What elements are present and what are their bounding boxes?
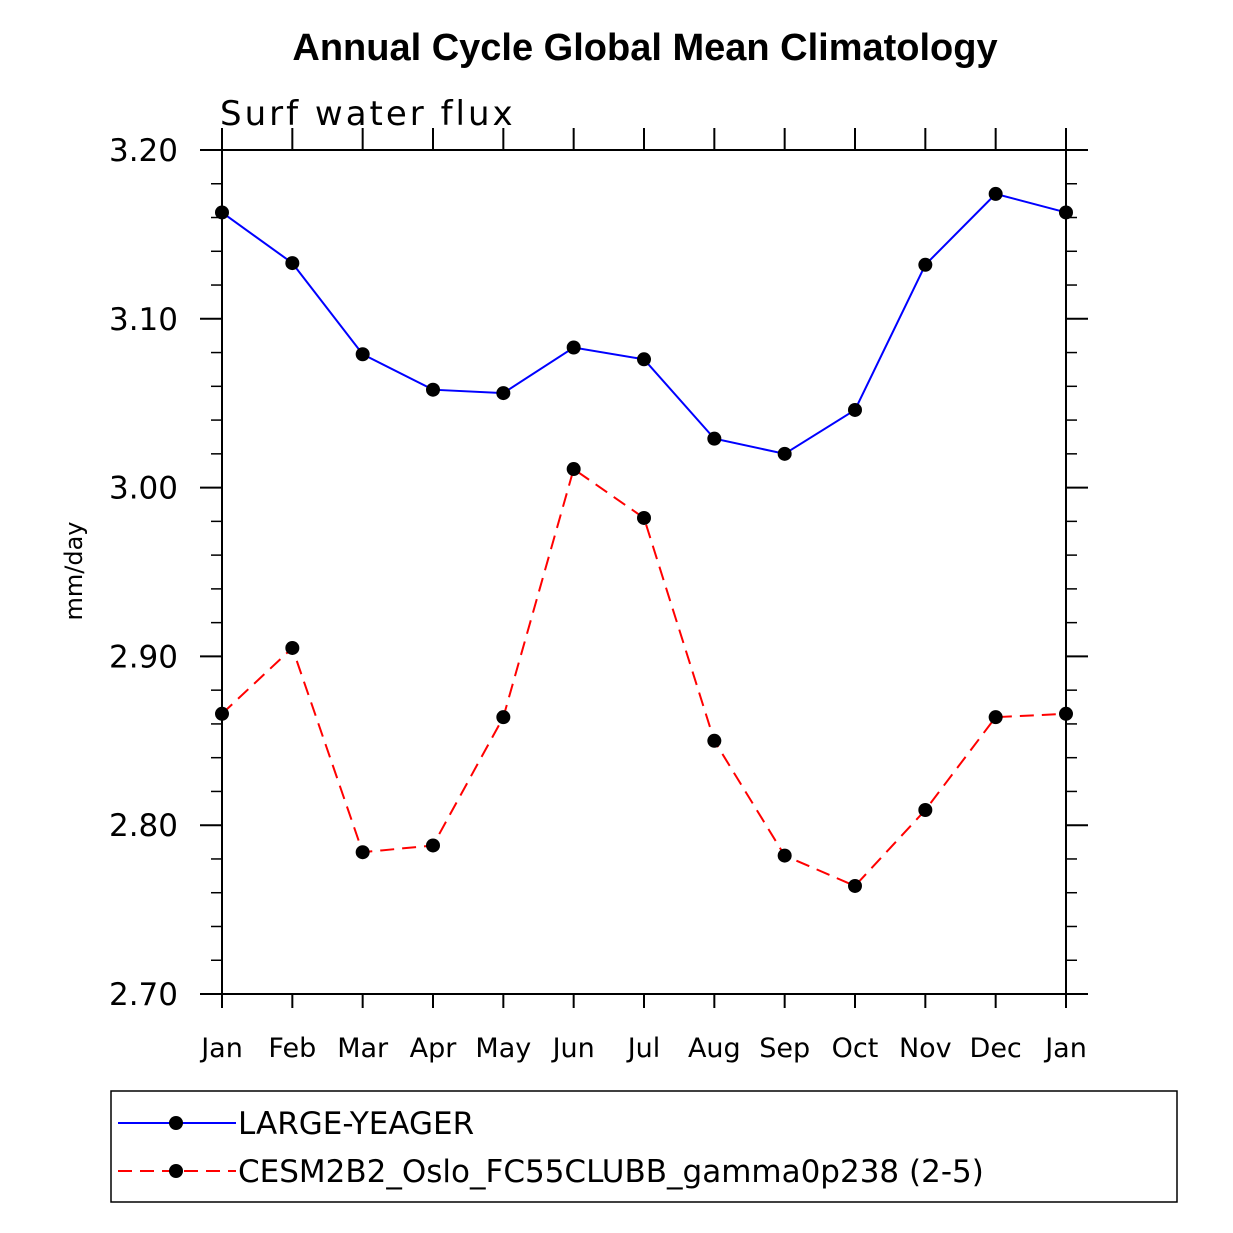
legend-label: LARGE-YEAGER (238, 1106, 474, 1142)
data-point (426, 382, 440, 397)
plot-frame (221, 149, 1067, 995)
y-tick-labels: 3.20 3.10 3.00 2.90 2.80 2.70 (109, 133, 178, 1013)
legend-marker (169, 1164, 183, 1178)
x-tick-labels: Jan Feb Mar Apr May Jun Jul Aug Sep Oct Nov Dec Jan (199, 1033, 1087, 1064)
data-point (355, 845, 370, 860)
x-tick-label: Jan (199, 1033, 243, 1064)
x-tick-label: Nov (899, 1033, 952, 1064)
x-tick-label: Mar (337, 1033, 389, 1064)
data-point (707, 733, 722, 748)
x-tick-label: May (475, 1033, 531, 1064)
series-layer (215, 186, 1073, 893)
data-point (848, 878, 862, 893)
x-tick-label: Sep (759, 1033, 810, 1064)
data-point (777, 446, 792, 461)
y-tick-label: 2.90 (109, 639, 178, 675)
data-point (496, 386, 511, 401)
chart-subtitle: Surf water flux (220, 94, 516, 134)
y-tick-label: 3.10 (109, 302, 178, 338)
data-point (637, 352, 651, 367)
legend-marker (169, 1116, 183, 1130)
legend-items: LARGE-YEAGER CESM2B2_Oslo_FC55CLUBB_gamma… (118, 1106, 984, 1190)
data-point (777, 848, 792, 863)
data-point (566, 340, 581, 355)
data-point (355, 347, 370, 362)
series-line-1 (221, 192, 1067, 455)
data-point (426, 838, 440, 853)
y-tick-label: 3.00 (109, 471, 178, 507)
x-tick-label: Oct (832, 1033, 879, 1064)
data-point (707, 431, 722, 446)
chart-title: Annual Cycle Global Mean Climatology (292, 27, 997, 69)
legend: LARGE-YEAGER CESM2B2_Oslo_FC55CLUBB_gamma… (110, 1090, 1178, 1203)
data-point (918, 257, 933, 272)
series-line-2 (221, 467, 1067, 888)
data-point (988, 710, 1003, 725)
y-tick-label: 2.80 (109, 808, 178, 844)
x-tick-label: Jun (551, 1033, 595, 1064)
data-point (566, 462, 581, 477)
x-tick-label: Jan (1043, 1033, 1087, 1064)
data-point (285, 640, 300, 655)
data-point (637, 510, 651, 525)
data-point (918, 803, 933, 818)
data-point (496, 710, 511, 725)
x-tick-label: Apr (410, 1033, 458, 1064)
axis-ticks (200, 128, 1088, 1008)
data-point (848, 402, 862, 417)
x-tick-label: Dec (970, 1033, 1022, 1064)
y-tick-label: 2.70 (109, 977, 178, 1013)
data-point (988, 186, 1003, 201)
x-tick-label: Aug (688, 1033, 741, 1064)
data-point (285, 256, 300, 271)
x-tick-label: Jul (626, 1033, 661, 1064)
y-tick-label: 3.20 (109, 133, 178, 169)
legend-label: CESM2B2_Oslo_FC55CLUBB_gamma0p238 (2-5) (238, 1154, 984, 1190)
x-tick-label: Feb (268, 1033, 316, 1064)
y-axis-label: mm/day (60, 522, 88, 621)
legend-box (110, 1090, 1178, 1203)
